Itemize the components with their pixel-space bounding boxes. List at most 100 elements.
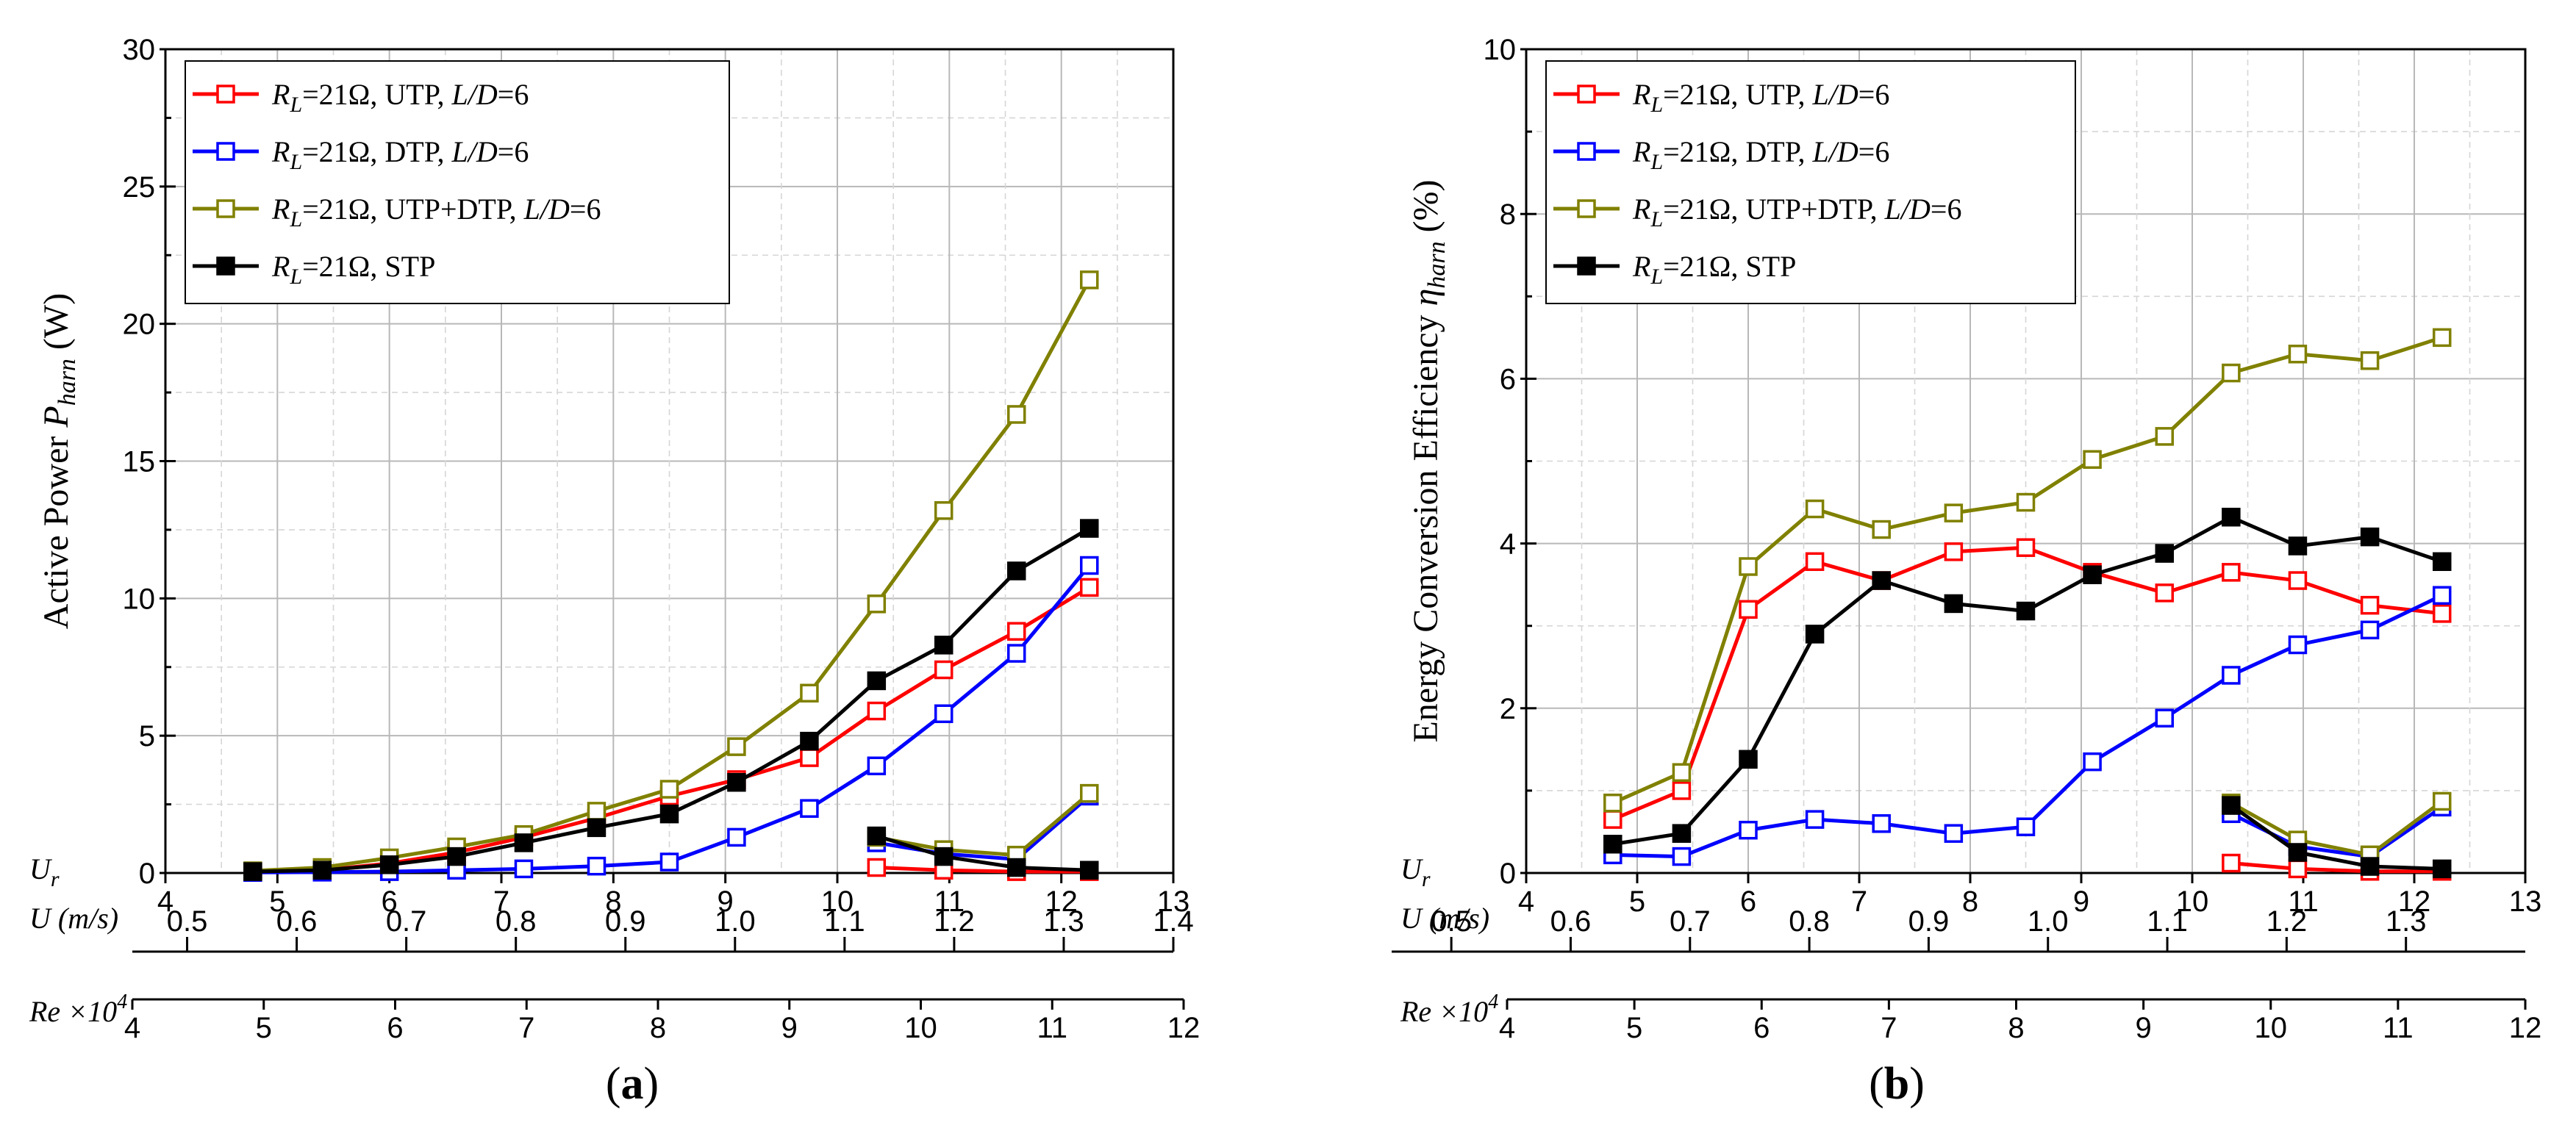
x-axis-label: Ur — [1400, 852, 1431, 891]
series-line-secondary — [876, 866, 1090, 874]
series-3 — [1603, 328, 2452, 865]
data-point — [2016, 538, 2036, 557]
x-axis-label-subscript: r — [51, 867, 60, 891]
x-tick-label: 0.9 — [1908, 905, 1950, 938]
legend-entry-symbol: R — [1632, 250, 1650, 283]
data-point — [1872, 813, 1891, 833]
data-point — [1944, 594, 1964, 614]
x-tick-label: 4 — [124, 1012, 140, 1044]
data-point — [2155, 708, 2174, 728]
x-tick-label: 9 — [2073, 885, 2089, 918]
y-axis-label-subscript: harn — [54, 359, 81, 406]
data-point — [800, 683, 819, 703]
data-point — [934, 660, 954, 680]
x-tick-label: 1.2 — [2266, 905, 2308, 938]
y-axis-label: Active Power Pharn (W) — [37, 293, 81, 629]
x-tick-label: 0.7 — [1670, 905, 1711, 938]
legend-entry-end: =6 — [1931, 193, 1962, 226]
y-axis-label-unit: (W) — [37, 293, 76, 359]
y-axis-label-subscript: harn — [1423, 241, 1450, 288]
legend-entry-symbol: R — [271, 135, 290, 168]
series-line-secondary — [876, 791, 1091, 858]
x-tick-label: 7 — [493, 885, 509, 918]
series-line-secondary — [2230, 861, 2442, 874]
data-point — [1603, 835, 1622, 854]
panel-label-letter: b — [1884, 1059, 1909, 1109]
data-point — [2433, 552, 2452, 572]
series-line — [1611, 545, 2443, 822]
x-tick-label: 8 — [1962, 885, 1978, 918]
x-axis-2: 0.5 0.6 0.7 0.8 0.9 1.0 1.1 1.2 1.3 U (m/s) — [1392, 902, 2525, 953]
data-point — [447, 847, 466, 866]
data-point — [2155, 544, 2174, 563]
x-tick-label: 0.5 — [1431, 905, 1472, 938]
x-axis-label-superscript: 4 — [1488, 991, 1498, 1013]
x-tick-label: 12 — [2398, 885, 2431, 918]
y-tick-label: 10 — [1484, 34, 1517, 66]
x-tick-label: 5 — [256, 1012, 272, 1044]
legend-entry-text: =21Ω, DTP, — [302, 135, 451, 168]
x-tick-label: 9 — [718, 885, 734, 918]
panel-label-paren: ( — [1869, 1059, 1884, 1109]
x-tick-label: 9 — [781, 1012, 798, 1044]
data-point — [2433, 859, 2452, 879]
legend-entry-symbol: R — [1632, 135, 1650, 168]
panel-label: (a) — [606, 1059, 659, 1109]
x-tick-label: 4 — [157, 885, 173, 918]
x-tick-label: 0.8 — [495, 905, 537, 938]
legend-entry-italic: L/D — [1812, 135, 1858, 168]
legend-entry: RL=21Ω, UTP, L/D=6 — [271, 78, 529, 117]
x-axis-label-superscript: 4 — [117, 991, 127, 1013]
series-line-secondary — [876, 834, 1090, 872]
x-axis-label-text: Re ×10 — [1400, 995, 1488, 1028]
data-point — [659, 780, 679, 799]
legend-entry-subscript: L — [289, 265, 302, 289]
x-axis-1: 4 5 6 7 8 9 10 11 12 13 Ur — [29, 852, 1189, 918]
data-point — [2433, 604, 2452, 623]
legend-swatch-marker — [1577, 199, 1596, 218]
legend-entry-subscript: L — [1650, 150, 1663, 174]
x-tick-label: 10 — [904, 1012, 937, 1044]
y-tick-label: 15 — [123, 446, 156, 478]
data-point — [587, 818, 607, 838]
series-line — [1612, 514, 2443, 847]
data-point — [659, 804, 679, 824]
x-tick-label: 7 — [1851, 885, 1867, 918]
data-point — [2288, 345, 2308, 364]
data-point — [2222, 796, 2241, 815]
x-tick-label: 7 — [518, 1012, 534, 1044]
legend-entry-end: =6 — [498, 78, 529, 111]
series-line-secondary — [2230, 804, 2442, 871]
x-axis-label-text: Re ×10 — [29, 995, 117, 1028]
data-point — [312, 860, 332, 880]
legend-entry: RL=21Ω, UTP+DTP, L/D=6 — [271, 193, 601, 231]
data-point — [514, 859, 534, 879]
data-point — [243, 862, 262, 881]
x-tick-label: 12 — [1167, 1012, 1201, 1044]
x-tick-label: 11 — [2288, 885, 2319, 918]
data-point — [2222, 507, 2241, 527]
data-point — [2288, 843, 2308, 862]
data-point — [2016, 817, 2036, 836]
x-tick-label: 8 — [650, 1012, 666, 1044]
legend-entry-subscript: L — [1650, 207, 1663, 231]
data-point — [727, 737, 746, 756]
legend-swatch-marker — [216, 142, 235, 161]
y-tick-label: 4 — [1500, 528, 1516, 561]
data-point — [867, 756, 887, 776]
x-tick-label: 1.0 — [2028, 905, 2069, 938]
legend-swatch-marker — [216, 199, 235, 218]
data-point — [1739, 750, 1758, 769]
x-tick-label: 11 — [2383, 1012, 2414, 1044]
legend-swatch-marker — [1577, 142, 1596, 161]
data-point — [2433, 328, 2452, 348]
x-axis-label-subscript: r — [1422, 867, 1431, 891]
data-point — [2083, 450, 2102, 470]
panel-label-paren: ) — [1909, 1059, 1925, 1109]
legend-entry-subscript: L — [289, 93, 302, 117]
x-tick-label: 6 — [1753, 1012, 1770, 1044]
data-point — [1739, 557, 1758, 576]
data-point — [379, 855, 399, 874]
legend-swatch-marker — [216, 85, 235, 104]
